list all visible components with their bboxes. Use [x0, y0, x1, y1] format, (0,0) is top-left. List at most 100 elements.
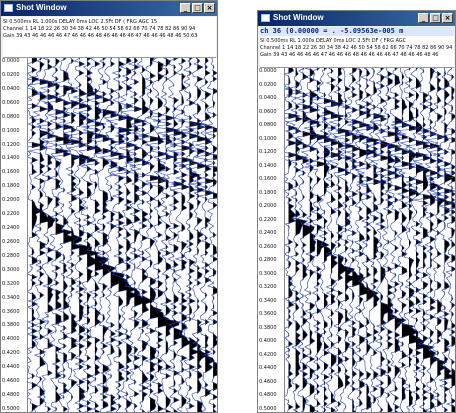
time-tick-label: 0.2800	[2, 252, 20, 259]
seismic-trace	[354, 68, 382, 412]
time-tick-label: 0.4200	[259, 351, 277, 358]
time-tick-label: 0.1600	[2, 169, 20, 176]
time-tick-label: 0.1200	[259, 149, 277, 156]
time-tick-label: 0.2000	[259, 203, 277, 210]
time-tick-label: 0.2400	[259, 230, 277, 237]
time-tick-label: 0.2600	[259, 243, 277, 250]
time-tick-label: 0.4400	[2, 364, 20, 371]
time-tick-label: 0.2800	[259, 257, 277, 264]
time-tick-label: 0.5000	[2, 406, 20, 412]
maximize-icon[interactable]: □	[192, 3, 203, 13]
time-tick-label: 0.3200	[2, 280, 20, 287]
shot-header: SI 0.500ms RL 1.000s DELAY 0ms LOC 2.5Ft…	[3, 17, 216, 58]
seismic-trace	[104, 58, 135, 412]
seismic-trace	[425, 68, 448, 412]
title-bar[interactable]: Shot Window _ □ ×	[258, 11, 455, 26]
maximize-icon[interactable]: □	[430, 13, 441, 23]
trace-fill	[345, 68, 358, 412]
time-tick-label: 0.3800	[2, 322, 20, 329]
time-tick-label: 0.1800	[259, 189, 277, 196]
time-tick-label: 0.0000	[259, 68, 277, 74]
time-axis: 0.0000 0.0200 0.0400 0.0600 0.0800 0.1000 0.12…	[258, 68, 285, 412]
trace-fill	[55, 58, 71, 412]
time-tick-label: 0.1800	[2, 183, 20, 190]
minimize-icon[interactable]: _	[418, 13, 429, 23]
seismic-trace	[34, 58, 59, 412]
time-tick-label: 0.3400	[259, 297, 277, 304]
time-tick-label: 0.0400	[2, 85, 20, 92]
seismic-trace	[79, 58, 110, 412]
seismic-trace	[138, 58, 166, 412]
time-tick-label: 0.3600	[259, 311, 277, 318]
seismic-trace	[166, 58, 195, 412]
channel-row: Channel 1 14 18 22 26 30 34 38 42 46 50 …	[260, 45, 453, 51]
seismic-trace-display[interactable]	[28, 58, 217, 413]
seismic-trace	[199, 58, 217, 412]
time-tick-label: 0.0600	[259, 108, 277, 115]
trace-fill	[359, 68, 372, 412]
trace-fill	[142, 58, 154, 412]
seismic-trace-display[interactable]	[285, 68, 455, 413]
seismic-trace	[110, 58, 141, 412]
seismic-trace	[437, 68, 455, 408]
acquisition-params: SI 0.500ms RL 1.000s DELAY 0ms LOC 2.5Ft…	[260, 38, 407, 44]
close-icon[interactable]: ×	[442, 13, 453, 23]
time-tick-label: 0.3000	[2, 266, 20, 273]
seismic-trace	[160, 58, 188, 412]
minimize-icon[interactable]: _	[180, 3, 191, 13]
cursor-readout: ch 36 (0.00000 = . -5.09563e-005 m	[260, 27, 454, 36]
seismic-trace	[28, 58, 55, 412]
time-tick-label: 0.4400	[259, 365, 277, 372]
seismic-trace	[49, 58, 77, 412]
trace-fill	[134, 58, 147, 412]
seismic-trace	[293, 68, 315, 412]
seismic-trace	[366, 68, 393, 412]
trace-fill	[150, 58, 166, 412]
seismic-trace	[189, 58, 217, 412]
seismic-trace	[63, 58, 93, 412]
seismic-trace	[126, 58, 155, 412]
close-icon[interactable]: ×	[204, 3, 215, 13]
seismic-trace	[387, 68, 415, 412]
time-tick-label: 0.5000	[259, 406, 277, 412]
time-tick-label: 0.3200	[259, 284, 277, 291]
gain-row: Gain 39 43 46 46 46 46 47 46 46 46 48 46…	[260, 52, 439, 58]
trace-fill	[373, 68, 386, 412]
shot-header: ch 36 (0.00000 = . -5.09563e-005 m SI 0.…	[260, 27, 454, 68]
time-tick-label: 0.1200	[2, 141, 20, 148]
seismic-trace	[360, 68, 386, 412]
seismic-trace	[312, 68, 338, 412]
time-tick-label: 0.0400	[259, 95, 277, 102]
time-tick-label: 0.1400	[2, 155, 20, 162]
title-bar[interactable]: Shot Window _ □ ×	[1, 1, 217, 16]
time-tick-label: 0.4200	[2, 350, 20, 357]
time-tick-label: 0.1000	[2, 127, 20, 134]
seismic-trace	[347, 68, 373, 412]
trace-fill	[173, 58, 188, 412]
time-tick-label: 0.1000	[259, 135, 277, 142]
time-axis: 0.0000 0.0200 0.0400 0.0600 0.0800 0.1000 0.12…	[1, 58, 28, 412]
time-tick-label: 0.0200	[259, 81, 277, 88]
time-tick-label: 0.3600	[2, 308, 20, 315]
seismic-trace	[285, 68, 301, 412]
trace-fill	[181, 58, 195, 412]
time-tick-label: 0.2400	[2, 225, 20, 232]
time-tick-label: 0.2200	[259, 216, 277, 223]
trace-fill	[423, 68, 437, 412]
time-tick-label: 0.4600	[259, 378, 277, 385]
trace-fill	[295, 68, 308, 412]
trace-fill	[288, 68, 301, 412]
time-tick-label: 0.4600	[2, 378, 20, 385]
trace-fill	[31, 58, 44, 412]
time-tick-label: 0.0600	[2, 99, 20, 106]
trace-fill	[352, 68, 365, 412]
trace-fill	[401, 68, 415, 412]
seismic-trace	[376, 68, 402, 412]
seismic-trace	[28, 58, 44, 412]
time-tick-label: 0.3800	[259, 324, 277, 331]
trace-fill	[205, 58, 217, 412]
time-tick-label: 0.0200	[2, 71, 20, 78]
seismic-trace	[42, 58, 72, 412]
trace-fill	[451, 68, 455, 412]
seismic-trace	[331, 68, 358, 412]
